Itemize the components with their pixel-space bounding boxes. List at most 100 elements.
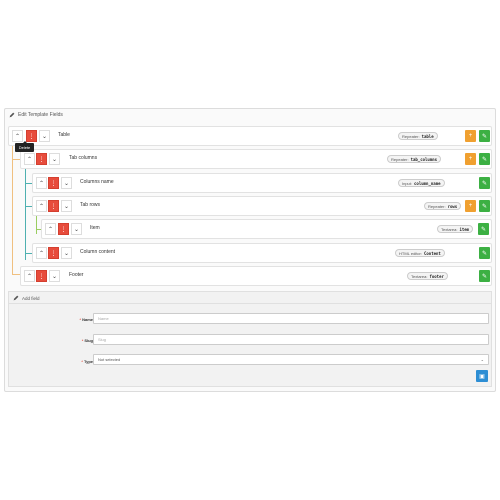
add-child-button[interactable]: + — [465, 153, 476, 165]
pencil-icon: ✎ — [481, 250, 488, 257]
plus-icon: + — [468, 133, 473, 139]
divider — [9, 303, 491, 304]
badge-type: Repeater: — [428, 203, 446, 209]
save-field-button[interactable]: ▣ — [476, 370, 488, 382]
field-type-badge: Input: column_name — [398, 179, 445, 187]
move-down-button[interactable]: ⌄ — [61, 200, 72, 212]
panel-title: Edit Template Fields — [18, 112, 63, 118]
field-label: Columns name — [80, 179, 114, 185]
pencil-icon: ✎ — [481, 203, 488, 210]
field-row-item: ⌃ ⋮ ⌄ Item Textarea: item ✎ — [41, 219, 492, 239]
field-type-badge: Repeater: rows — [424, 202, 462, 210]
plus-icon: + — [468, 156, 473, 162]
badge-code: Content — [423, 250, 441, 256]
field-label: Item — [90, 225, 100, 231]
field-label: Table — [58, 132, 70, 138]
delete-button[interactable]: ⋮ — [36, 153, 47, 165]
add-child-button[interactable]: + — [465, 200, 476, 212]
badge-code: column_name — [414, 180, 441, 186]
edit-button[interactable]: ✎ — [478, 223, 489, 235]
pencil-icon: ✎ — [481, 133, 488, 140]
field-type-badge: Textarea: item — [437, 225, 474, 233]
pencil-icon: ✎ — [481, 180, 488, 187]
type-selected-value: Not selected — [98, 357, 121, 362]
badge-type: Repeater: — [402, 133, 420, 139]
add-child-button[interactable]: + — [465, 130, 476, 142]
add-field-title: Add field — [22, 295, 40, 301]
pencil-icon — [13, 295, 19, 301]
field-type-badge: HTML editor: Content — [395, 249, 445, 257]
add-field-header: Add field — [13, 295, 40, 301]
field-row-table: ⌃ ⋮ ⌄ Table Repeater: table + ✎ — [8, 126, 492, 146]
edit-button[interactable]: ✎ — [479, 270, 490, 282]
field-row-tab-rows: ⌃ ⋮ ⌄ Tab rows Repeater: rows + ✎ — [32, 196, 492, 216]
move-down-button[interactable]: ⌄ — [49, 153, 60, 165]
slug-input[interactable]: Slug — [93, 334, 489, 345]
edit-button[interactable]: ✎ — [479, 153, 490, 165]
pencil-icon: ✎ — [481, 156, 488, 163]
badge-type: Repeater: — [391, 156, 409, 162]
tree-branch — [12, 274, 20, 275]
slug-label-text: Slug — [84, 338, 93, 343]
trash-icon: ⋮ — [50, 203, 57, 210]
move-down-button[interactable]: ⌄ — [39, 130, 50, 142]
move-down-button[interactable]: ⌄ — [61, 177, 72, 189]
name-label-text: Name — [82, 317, 93, 322]
delete-button[interactable]: ⋮ — [48, 247, 59, 259]
edit-button[interactable]: ✎ — [479, 130, 490, 142]
trash-icon: ⋮ — [50, 180, 57, 187]
trash-icon: ⋮ — [50, 250, 57, 257]
move-up-button[interactable]: ⌃ — [36, 200, 47, 212]
tree-branch — [25, 183, 32, 184]
tree-line-tab-columns — [25, 166, 26, 260]
name-input[interactable]: Name — [93, 313, 489, 324]
field-type-badge: Textarea: footer — [407, 272, 448, 280]
save-icon: ▣ — [479, 373, 485, 380]
required-marker: * — [79, 317, 82, 322]
trash-icon: ⋮ — [38, 156, 45, 163]
field-label: Footer — [69, 272, 84, 278]
chevron-down-icon: ⌄ — [480, 357, 484, 362]
type-label-text: Type — [83, 359, 93, 364]
move-up-button[interactable]: ⌃ — [12, 130, 23, 142]
field-label: Tab rows — [80, 202, 101, 208]
field-row-column-content: ⌃ ⋮ ⌄ Column content HTML editor: Content… — [32, 243, 492, 263]
delete-button[interactable]: ⋮ — [58, 223, 69, 235]
move-down-button[interactable]: ⌄ — [61, 247, 72, 259]
name-placeholder: Name — [98, 316, 109, 321]
tree-branch — [25, 253, 32, 254]
badge-type: Input: — [402, 180, 413, 186]
field-row-footer: ⌃ ⋮ ⌄ Footer Textarea: footer ✎ — [20, 266, 492, 286]
trash-icon: ⋮ — [28, 133, 35, 140]
required-marker: * — [81, 338, 84, 343]
field-label: Tab columns — [69, 155, 98, 161]
delete-button[interactable]: ⋮ — [48, 177, 59, 189]
delete-button[interactable]: ⋮ — [48, 200, 59, 212]
slug-label: *Slug — [49, 338, 93, 343]
type-select[interactable]: Not selected ⌄ — [93, 354, 489, 365]
delete-button[interactable]: ⋮ — [26, 130, 37, 142]
panel-header: Edit Template Fields — [9, 112, 63, 118]
delete-button[interactable]: ⋮ — [36, 270, 47, 282]
trash-icon: ⋮ — [38, 273, 45, 280]
add-field-panel: Add field *Name Name *Slug Slug *Type No… — [8, 291, 492, 387]
move-up-button[interactable]: ⌃ — [36, 177, 47, 189]
move-up-button[interactable]: ⌃ — [45, 223, 56, 235]
name-label: *Name — [49, 317, 93, 322]
move-up-button[interactable]: ⌃ — [24, 153, 35, 165]
pencil-icon: ✎ — [480, 226, 487, 233]
move-up-button[interactable]: ⌃ — [36, 247, 47, 259]
badge-code: tab_columns — [410, 156, 438, 162]
move-up-button[interactable]: ⌃ — [24, 270, 35, 282]
type-label: *Type — [49, 359, 93, 364]
badge-type: Textarea: — [411, 273, 428, 279]
move-down-button[interactable]: ⌄ — [71, 223, 82, 235]
edit-button[interactable]: ✎ — [479, 247, 490, 259]
edit-button[interactable]: ✎ — [479, 177, 490, 189]
plus-icon: + — [468, 203, 473, 209]
move-down-button[interactable]: ⌄ — [49, 270, 60, 282]
badge-code: rows — [447, 203, 458, 209]
field-row-columns-name: ⌃ ⋮ ⌄ Columns name Input: column_name ✎ — [32, 173, 492, 193]
tree-line-table — [12, 146, 13, 274]
edit-button[interactable]: ✎ — [479, 200, 490, 212]
